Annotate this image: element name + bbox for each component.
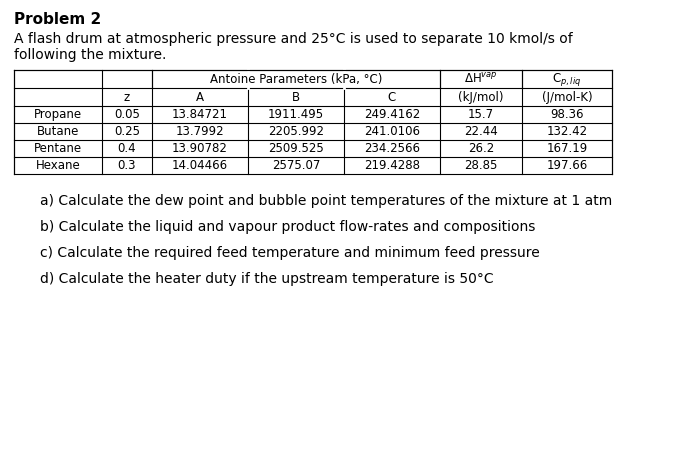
Text: 22.44: 22.44	[464, 125, 498, 138]
Text: 234.2566: 234.2566	[364, 142, 420, 155]
Text: B: B	[292, 91, 300, 103]
Text: 0.25: 0.25	[114, 125, 140, 138]
Text: 13.7992: 13.7992	[176, 125, 224, 138]
Text: 0.4: 0.4	[118, 142, 136, 155]
Text: 167.19: 167.19	[547, 142, 587, 155]
Text: 15.7: 15.7	[468, 108, 494, 121]
Text: C$_{p,liq}$: C$_{p,liq}$	[552, 71, 582, 88]
Text: 14.04466: 14.04466	[172, 159, 228, 172]
Text: 241.0106: 241.0106	[364, 125, 420, 138]
Text: (J/mol-K): (J/mol-K)	[542, 91, 592, 103]
Text: $\Delta$H$^{vap}$: $\Delta$H$^{vap}$	[464, 72, 498, 86]
Text: Pentane: Pentane	[34, 142, 82, 155]
Text: (kJ/mol): (kJ/mol)	[458, 91, 504, 103]
Text: Propane: Propane	[34, 108, 82, 121]
Text: d) Calculate the heater duty if the upstream temperature is 50°C: d) Calculate the heater duty if the upst…	[40, 272, 493, 286]
Text: 249.4162: 249.4162	[364, 108, 420, 121]
Text: 13.84721: 13.84721	[172, 108, 228, 121]
Text: 28.85: 28.85	[464, 159, 498, 172]
Text: Problem 2: Problem 2	[14, 12, 101, 27]
Text: following the mixture.: following the mixture.	[14, 48, 167, 62]
Text: A: A	[196, 91, 204, 103]
Text: C: C	[388, 91, 396, 103]
Text: c) Calculate the required feed temperature and minimum feed pressure: c) Calculate the required feed temperatu…	[40, 246, 540, 260]
Text: 0.05: 0.05	[114, 108, 140, 121]
Text: 26.2: 26.2	[468, 142, 494, 155]
Text: Hexane: Hexane	[36, 159, 80, 172]
Text: z: z	[124, 91, 130, 103]
Text: 197.66: 197.66	[547, 159, 587, 172]
Text: 2509.525: 2509.525	[268, 142, 324, 155]
Text: 132.42: 132.42	[547, 125, 587, 138]
Text: 13.90782: 13.90782	[172, 142, 228, 155]
Text: Butane: Butane	[37, 125, 79, 138]
Text: a) Calculate the dew point and bubble point temperatures of the mixture at 1 atm: a) Calculate the dew point and bubble po…	[40, 194, 612, 208]
Text: 2205.992: 2205.992	[268, 125, 324, 138]
Text: 1911.495: 1911.495	[268, 108, 324, 121]
Text: 98.36: 98.36	[550, 108, 584, 121]
Text: 2575.07: 2575.07	[272, 159, 320, 172]
Text: Antoine Parameters (kPa, °C): Antoine Parameters (kPa, °C)	[210, 73, 382, 85]
Text: 219.4288: 219.4288	[364, 159, 420, 172]
Text: b) Calculate the liquid and vapour product flow-rates and compositions: b) Calculate the liquid and vapour produ…	[40, 220, 536, 234]
Text: A flash drum at atmospheric pressure and 25°C is used to separate 10 kmol/s of: A flash drum at atmospheric pressure and…	[14, 32, 573, 46]
Text: 0.3: 0.3	[118, 159, 136, 172]
